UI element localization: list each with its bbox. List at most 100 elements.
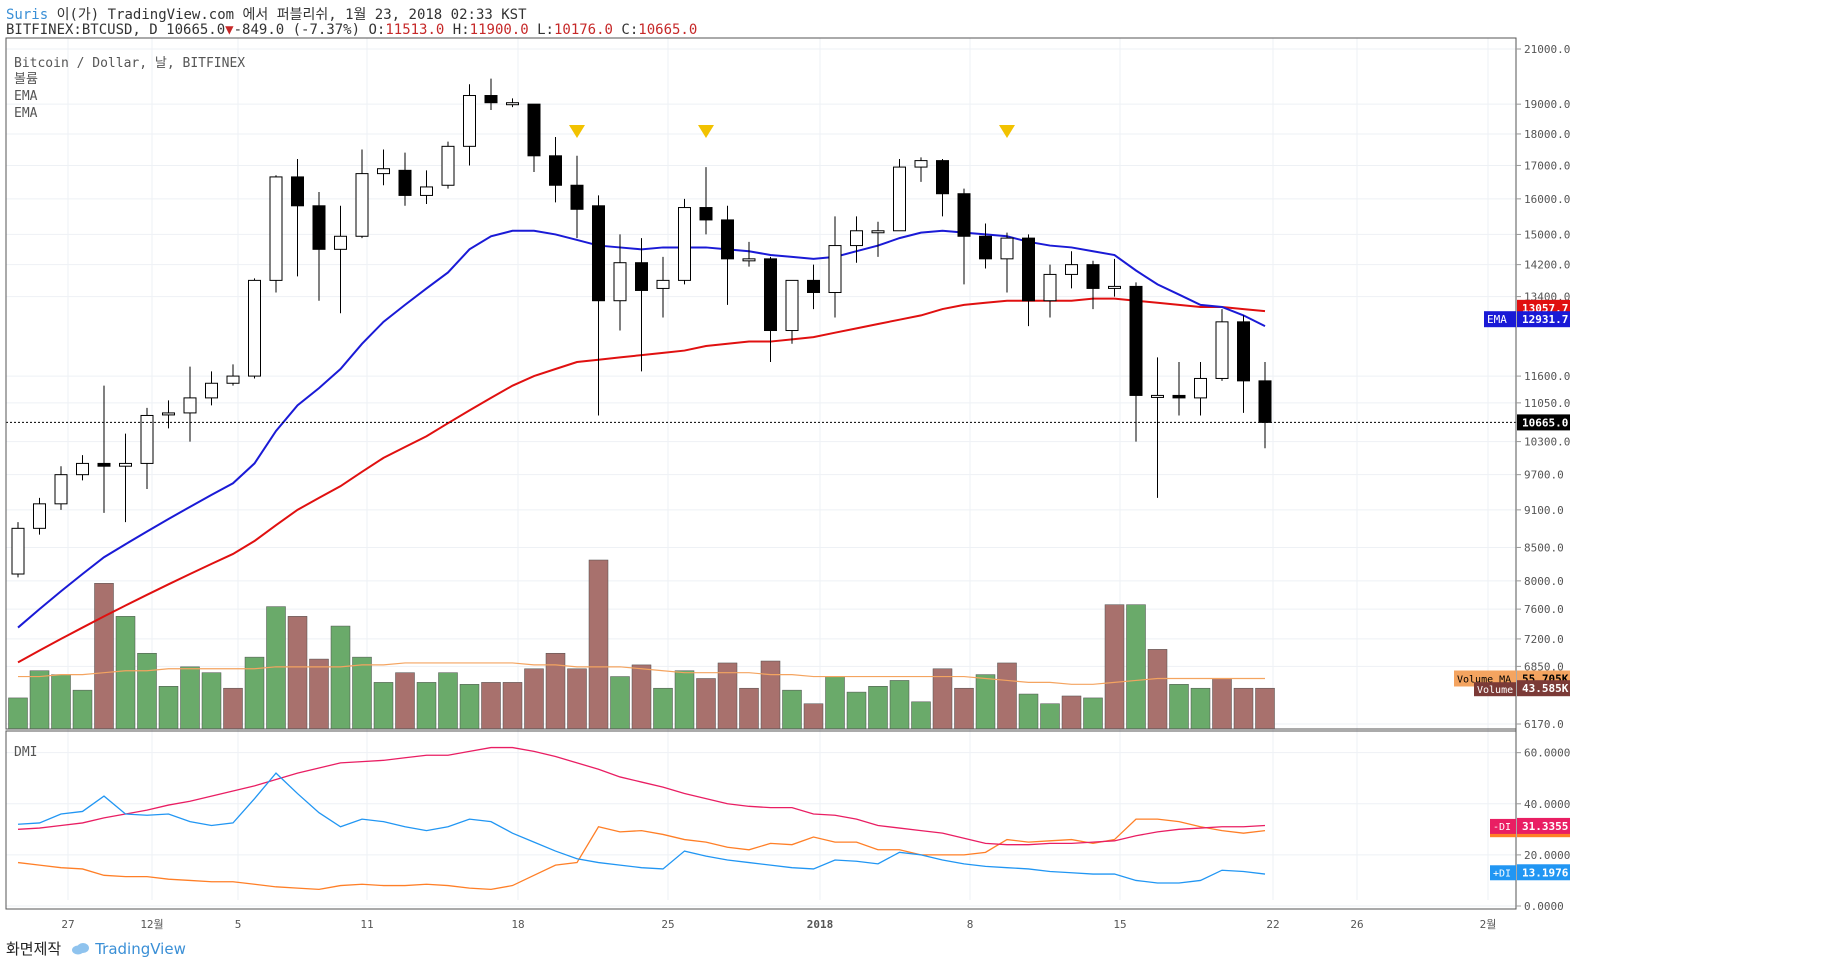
volume-bar [674, 670, 695, 730]
candle-body [850, 230, 863, 247]
price-tick-label: 11050.0 [1524, 397, 1570, 410]
sell-signal-icon [999, 125, 1015, 138]
volume-tag-bg [1474, 682, 1516, 697]
volume-value-label-bg [1517, 680, 1570, 697]
price-tick-label: 19000.0 [1524, 98, 1570, 111]
price-tick-label: 21000.0 [1524, 43, 1570, 56]
dmi-minus_di-value-label: 31.3355 [1522, 820, 1568, 833]
volume-bar [309, 658, 329, 730]
time-tick-label: 26 [1350, 918, 1363, 931]
candle-body [936, 160, 949, 195]
volume-bar [975, 674, 996, 730]
volume-bar [180, 666, 200, 730]
volume-bar [94, 583, 114, 730]
last-price: 10665.0 [166, 22, 226, 38]
candle-body [871, 230, 885, 234]
ema-fast-value-label-bg [1517, 311, 1570, 328]
signal-markers [569, 125, 1015, 138]
volume-bar [115, 616, 136, 730]
open-label: O: [368, 22, 386, 38]
volume-bar [137, 652, 157, 730]
close-value: 10665.0 [638, 22, 698, 38]
high-value: 11900.0 [469, 22, 529, 38]
candle-body [1000, 237, 1014, 260]
price-tick-label: 11600.0 [1524, 370, 1570, 383]
candle-body [205, 382, 218, 399]
candle-body [398, 169, 412, 196]
candle-body [1022, 237, 1035, 302]
dmi-minus_di-value-label-bg [1517, 817, 1570, 834]
volume-bar [287, 616, 308, 730]
candle-body [162, 412, 175, 416]
volume-bar [846, 691, 867, 730]
legend-ema-2: EMA [14, 106, 38, 121]
volume-bar [1126, 604, 1146, 730]
candle-body [1108, 285, 1121, 289]
time-tick-label: 25 [661, 918, 674, 931]
dmi-adx-line [17, 818, 1266, 891]
volume-bar [502, 682, 523, 730]
volume-bar [51, 674, 71, 730]
pane-frames [5, 37, 1517, 910]
candle-body [678, 207, 691, 281]
dmi-tick-label: 20.0000 [1524, 849, 1570, 862]
legend-volume: 볼륨 [14, 72, 38, 87]
candle-body [119, 462, 132, 467]
price-tick-label: 9100.0 [1524, 504, 1564, 517]
dmi-tick-label: 0.0000 [1524, 900, 1564, 913]
dmi-minus_di-tag: -DI [1493, 822, 1511, 833]
footer: 화면제작 TradingView [6, 938, 186, 959]
candle-body [828, 245, 842, 293]
candle-body [1151, 394, 1164, 398]
price-tick-label: 10300.0 [1524, 436, 1570, 449]
ohlc-bar: BITFINEX:BTCUSD, D 10665.0▼-849.0 (-7.37… [6, 22, 697, 38]
candle-body [592, 205, 605, 302]
volume-bar [223, 687, 243, 730]
author-name[interactable]: Suris [6, 7, 49, 23]
candle-body [721, 219, 734, 260]
candle-body [1129, 285, 1143, 396]
candle-body [377, 168, 390, 175]
price-tick-label: 9700.0 [1524, 469, 1564, 482]
volume-bar [524, 668, 544, 730]
volume-ma-polyline [18, 662, 1265, 685]
brand-name: TradingView [95, 939, 186, 958]
time-tick-label: 27 [61, 918, 74, 931]
price-change: -849.0 (-7.37%) [233, 22, 361, 38]
candle-body [312, 205, 326, 250]
candle-body [570, 184, 584, 210]
volume-bar [8, 697, 28, 730]
candle-body [635, 262, 648, 291]
volume-bar [1233, 687, 1254, 730]
dmi-tick-label: 40.0000 [1524, 798, 1570, 811]
publish-info: Suris 이(가) TradingView.com 에서 퍼블리쉬, 1월 2… [6, 4, 527, 24]
price-tick-label: 17000.0 [1524, 159, 1570, 172]
candle-body [979, 235, 992, 260]
time-tick-label: 12월 [140, 918, 163, 931]
candle-body [1215, 321, 1229, 379]
candle-body [1237, 321, 1250, 382]
last-price-value-label: 10665.0 [1522, 416, 1568, 429]
time-tick-label: 22 [1266, 918, 1279, 931]
candle-body [1043, 273, 1057, 302]
volume-bar [696, 678, 716, 730]
candle-body [11, 527, 25, 575]
ema-tag-bg [1484, 311, 1516, 328]
candle-body [463, 95, 476, 147]
footer-label: 화면제작 [6, 940, 62, 958]
volume-bar [911, 701, 931, 730]
volume-bar [158, 686, 179, 730]
time-tick-label: 15 [1113, 918, 1126, 931]
volume-bar [588, 559, 609, 730]
time-tick-label: 18 [511, 918, 524, 931]
volume-bar [868, 686, 888, 730]
volume-bar [1018, 693, 1039, 730]
volume-bar [1083, 697, 1103, 730]
candle-body [613, 262, 627, 302]
price-tick-label: 7600.0 [1524, 603, 1564, 616]
candle-body [248, 279, 261, 377]
volume-bar [373, 682, 394, 730]
tradingview-logo[interactable]: TradingView [71, 940, 186, 958]
